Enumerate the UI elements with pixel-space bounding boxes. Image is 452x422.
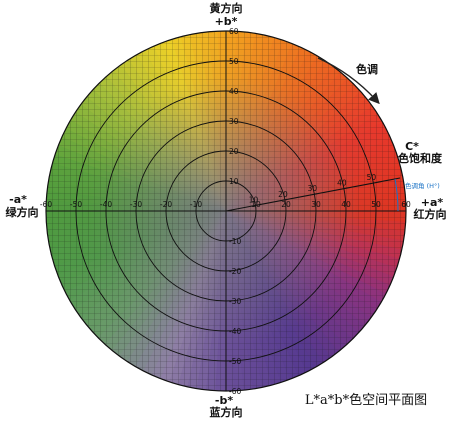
a-axis-tick-label: -10 <box>190 200 202 209</box>
a-axis-tick-label: 30 <box>311 200 321 209</box>
hue-direction-arrow <box>317 57 380 105</box>
chroma-vector-tick-label: 50 <box>367 173 377 182</box>
b-axis-tick-label: 60 <box>229 27 239 36</box>
b-axis-tick-label: -10 <box>229 237 241 246</box>
hue-angle-arc <box>394 178 399 212</box>
b-axis-tick-label: -50 <box>229 357 241 366</box>
b-axis-tick-label: -20 <box>229 267 241 276</box>
a-axis-tick-label: -40 <box>100 200 112 209</box>
a-axis-tick-label: 20 <box>281 200 291 209</box>
caption: L*a*b*色空间平面图 <box>305 392 427 408</box>
chroma-vector-tick-label: 10 <box>249 195 259 204</box>
axis-ticks: -60-60-50-50-40-40-30-30-20-20-10-101010… <box>40 27 411 396</box>
minus-b-label: -b* <box>215 394 233 407</box>
hue-angle-label: 色调角 (H°) <box>405 181 440 190</box>
b-axis-tick-label: -30 <box>229 297 241 306</box>
chroma-c-label: C* <box>405 140 419 153</box>
b-axis-tick-label: -60 <box>229 387 241 396</box>
b-axis-tick-label: 50 <box>229 57 239 66</box>
a-axis-tick-label: 60 <box>401 200 411 209</box>
a-axis-tick-label: 40 <box>341 200 351 209</box>
a-axis-tick-label: -20 <box>160 200 172 209</box>
chroma-vector-ticks: 10 20 30 40 50 <box>249 173 377 204</box>
a-axis-tick-label: -60 <box>40 200 52 209</box>
blue-direction-label: 蓝方向 <box>210 405 243 419</box>
b-axis-tick-label: 20 <box>229 147 239 156</box>
b-axis-tick-label: 40 <box>229 87 239 96</box>
a-axis-tick-label: -30 <box>130 200 142 209</box>
chroma-vector <box>225 177 401 212</box>
plus-b-label: +b* <box>215 15 238 28</box>
a-axis-tick-label: 10 <box>251 200 261 209</box>
chroma-vector-tick-label: 20 <box>278 190 288 199</box>
chroma-vector-tick-label: 40 <box>337 179 347 188</box>
yellow-direction-label: 黄方向 <box>210 1 243 15</box>
b-axis-tick-label: 30 <box>229 117 239 126</box>
green-direction-label: 绿方向 <box>6 205 39 219</box>
b-axis-tick-label: 10 <box>229 177 239 186</box>
hue-label: 色调 <box>356 62 378 76</box>
b-axis-tick-label: -40 <box>229 327 241 336</box>
chroma-label: 色饱和度 <box>398 151 443 165</box>
chroma-vector-tick-label: 30 <box>308 184 318 193</box>
a-axis-tick-label: -50 <box>70 200 82 209</box>
minus-a-label: -a* <box>9 193 27 206</box>
a-axis-tick-label: 50 <box>371 200 381 209</box>
red-direction-label: 红方向 <box>414 207 447 221</box>
plus-a-label: +a* <box>421 196 444 209</box>
